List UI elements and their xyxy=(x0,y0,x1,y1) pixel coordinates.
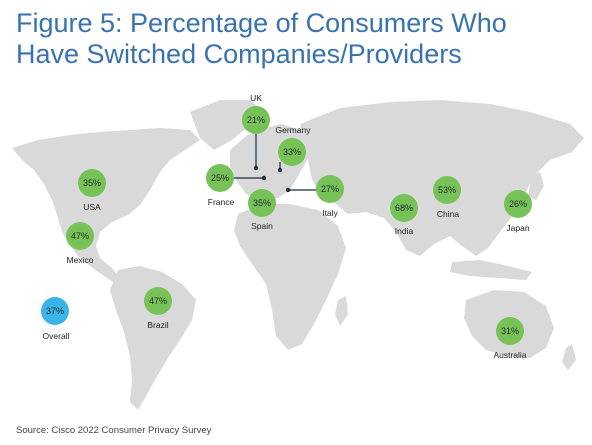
africa-shape xyxy=(234,204,346,350)
bubble-brazil xyxy=(144,287,172,315)
new-zealand-shape xyxy=(562,344,576,370)
value-overall: 37% xyxy=(46,306,64,316)
value-india: 68% xyxy=(395,203,413,213)
north-america-shape xyxy=(12,128,200,284)
marker-australia: 31% Australia xyxy=(493,317,527,360)
label-mexico: Mexico xyxy=(67,255,94,265)
germany-dot xyxy=(277,167,283,173)
marker-germany: 33% Germany xyxy=(276,125,312,166)
value-france: 25% xyxy=(211,173,229,183)
bubble-spain xyxy=(248,189,276,217)
source-note: Source: Cisco 2022 Consumer Privacy Surv… xyxy=(16,425,212,436)
japan-shape xyxy=(528,172,544,200)
greenland-shape xyxy=(190,100,262,150)
connector-dots xyxy=(253,165,291,193)
bubble-germany xyxy=(278,138,306,166)
bubble-italy xyxy=(316,175,344,203)
label-india: India xyxy=(395,226,414,236)
value-japan: 26% xyxy=(509,199,527,209)
label-france: France xyxy=(208,197,235,207)
bubble-usa xyxy=(78,169,106,197)
value-uk: 21% xyxy=(247,115,265,125)
bubble-japan xyxy=(504,190,532,218)
label-overall: Overall xyxy=(43,331,70,341)
value-spain: 35% xyxy=(253,198,271,208)
bubble-mexico xyxy=(66,222,94,250)
value-mexico: 47% xyxy=(71,231,89,241)
title-line-1: Figure 5: Percentage of Consumers Who xyxy=(16,8,507,38)
marker-overall: 37% Overall xyxy=(41,297,70,341)
label-japan: Japan xyxy=(506,223,529,233)
marker-mexico: 47% Mexico xyxy=(66,222,94,265)
label-brazil: Brazil xyxy=(147,320,168,330)
value-australia: 31% xyxy=(501,326,519,336)
label-italy: Italy xyxy=(322,208,338,218)
connector-lines xyxy=(232,134,318,191)
bubble-australia xyxy=(496,317,524,345)
marker-italy: 27% Italy xyxy=(316,175,344,218)
label-australia: Australia xyxy=(493,350,526,360)
uk-dot xyxy=(253,165,259,171)
marker-spain: 35% Spain xyxy=(248,189,276,231)
label-usa: USA xyxy=(83,202,101,212)
label-germany: Germany xyxy=(276,125,312,135)
bubble-india xyxy=(390,194,418,222)
value-italy: 27% xyxy=(321,184,339,194)
bubble-china xyxy=(433,176,461,204)
marker-brazil: 47% Brazil xyxy=(144,287,172,330)
value-germany: 33% xyxy=(283,147,301,157)
value-usa: 35% xyxy=(83,178,101,188)
title-line-2: Have Switched Companies/Providers xyxy=(16,39,462,69)
value-china: 53% xyxy=(438,185,456,195)
marker-france: 25% France xyxy=(206,164,234,207)
bubble-france xyxy=(206,164,234,192)
france-dot xyxy=(261,175,267,181)
marker-japan: 26% Japan xyxy=(504,190,532,233)
marker-china: 53% China xyxy=(433,176,461,219)
label-china: China xyxy=(437,209,459,219)
south-america-shape xyxy=(110,266,196,410)
marker-india: 68% India xyxy=(390,194,418,236)
label-spain: Spain xyxy=(251,221,273,231)
marker-usa: 35% USA xyxy=(78,169,106,212)
bubble-uk xyxy=(242,106,270,134)
italy-dot xyxy=(285,187,291,193)
label-uk: UK xyxy=(250,93,262,103)
figure-title: Figure 5: Percentage of Consumers Who Ha… xyxy=(16,8,576,70)
bubble-overall xyxy=(41,297,69,325)
indonesia-shape xyxy=(450,260,532,280)
marker-uk: 21% UK xyxy=(242,93,270,134)
madagascar-shape xyxy=(335,296,348,326)
value-brazil: 47% xyxy=(149,296,167,306)
